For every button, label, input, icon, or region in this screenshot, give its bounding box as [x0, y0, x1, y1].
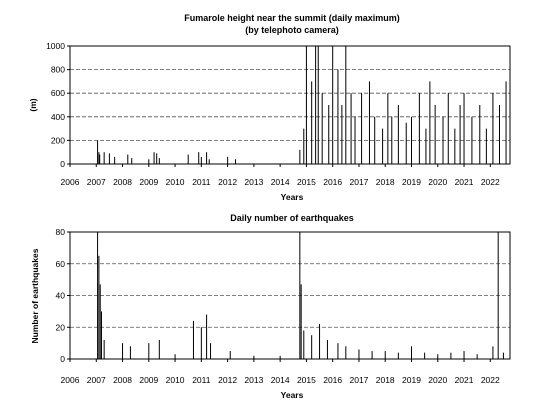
chart-fumarole-title-line-1: Fumarole height near the summit (daily m…: [184, 13, 400, 23]
chart-fumarole-y-tick-label: 400: [51, 112, 65, 122]
chart-fumarole-x-tick-label: 2018: [376, 177, 395, 187]
chart-earthquakes-x-tick-label: 2019: [402, 375, 421, 385]
chart-fumarole-bars: [97, 46, 507, 164]
chart-earthquakes-x-tick-label: 2009: [139, 375, 158, 385]
chart-earthquakes-grid: [70, 263, 510, 328]
chart-fumarole-x-tick-label: 2011: [192, 177, 211, 187]
chart-fumarole-x-tick-label: 2020: [428, 177, 447, 187]
chart-fumarole-x-tick-label: 2008: [113, 177, 132, 187]
chart-earthquakes: Daily number of earthquakes 0 20 40 60 80 20…: [30, 213, 511, 400]
chart-fumarole-x-tick-label: 2015: [297, 177, 316, 187]
chart-earthquakes-x-tick-label: 2007: [87, 375, 106, 385]
chart-fumarole-y-tick-label: 600: [51, 88, 65, 98]
chart-earthquakes-y-tick-label: 40: [56, 291, 66, 301]
chart-fumarole-x-label: Years: [281, 192, 304, 202]
chart-earthquakes-x-tick-label: 2018: [376, 375, 395, 385]
chart-earthquakes-x-tick-label: 2020: [428, 375, 447, 385]
chart-fumarole-x-tick-label: 2006: [61, 177, 80, 187]
chart-earthquakes-x-tick-label: 2011: [192, 375, 211, 385]
chart-fumarole-x-tick-label: 2010: [166, 177, 185, 187]
chart-earthquakes-x-tick-label: 2008: [113, 375, 132, 385]
chart-fumarole-x-tick-label: 2016: [323, 177, 342, 187]
chart-earthquakes-plot-frame: [69, 231, 511, 360]
chart-earthquakes-bars: [97, 232, 504, 359]
chart-fumarole-x-tick-label: 2007: [87, 177, 106, 187]
chart-fumarole-x-tick-label: 2009: [139, 177, 158, 187]
chart-fumarole-x-tick-label: 2022: [481, 177, 500, 187]
chart-earthquakes-y-tick-label: 80: [56, 227, 66, 237]
chart-fumarole-x-tick-label: 2019: [402, 177, 421, 187]
chart-earthquakes-x-tick-label: 2016: [323, 375, 342, 385]
chart-earthquakes-x-tick-label: 2015: [297, 375, 316, 385]
chart-fumarole-y-tick-label: 0: [60, 159, 65, 169]
chart-earthquakes-y-tick-label: 60: [56, 259, 66, 269]
chart-earthquakes-x-tick-label: 2013: [244, 375, 263, 385]
chart-earthquakes-x-ticks: 2006 2007 2008 2009 2010 2011 2012 2013 2014 2015…: [61, 359, 500, 385]
chart-fumarole-x-tick-label: 2014: [271, 177, 290, 187]
chart-fumarole-y-tick-label: 800: [51, 65, 65, 75]
chart-earthquakes-y-label: Number of earthquakes: [30, 248, 40, 343]
chart-fumarole-y-tick-label: 200: [51, 135, 65, 145]
chart-earthquakes-x-tick-label: 2017: [349, 375, 368, 385]
chart-fumarole-title-line-2: (by telephoto camera): [245, 25, 339, 35]
chart-fumarole-x-tick-label: 2017: [349, 177, 368, 187]
chart-earthquakes-x-tick-label: 2022: [481, 375, 500, 385]
chart-earthquakes-x-tick-label: 2012: [218, 375, 237, 385]
chart-earthquakes-x-tick-label: 2021: [455, 375, 474, 385]
chart-earthquakes-y-tick-label: 20: [56, 322, 66, 332]
chart-fumarole-y-ticks: 0 200 400 600 800 1000: [46, 41, 70, 169]
chart-fumarole-y-tick-label: 1000: [46, 41, 65, 51]
chart-fumarole: Fumarole height near the summit (daily m…: [28, 13, 511, 202]
chart-fumarole-plot-frame: [69, 45, 511, 165]
chart-fumarole-x-tick-label: 2013: [244, 177, 263, 187]
chart-fumarole-x-ticks: 2006 2007 2008 2009 2010 2011 2012 2013 2014 2015…: [61, 164, 500, 187]
chart-earthquakes-x-tick-label: 2014: [271, 375, 290, 385]
chart-fumarole-y-label: (m): [28, 98, 38, 111]
chart-earthquakes-x-tick-label: 2006: [61, 375, 80, 385]
chart-earthquakes-x-label: Years: [281, 390, 304, 400]
chart-fumarole-grid: [70, 69, 510, 141]
chart-earthquakes-title: Daily number of earthquakes: [230, 213, 354, 223]
chart-fumarole-x-tick-label: 2021: [455, 177, 474, 187]
chart-earthquakes-x-tick-label: 2010: [166, 375, 185, 385]
chart-earthquakes-y-tick-label: 0: [60, 354, 65, 364]
chart-earthquakes-y-ticks: 0 20 40 60 80: [56, 227, 70, 364]
chart-fumarole-x-tick-label: 2012: [218, 177, 237, 187]
